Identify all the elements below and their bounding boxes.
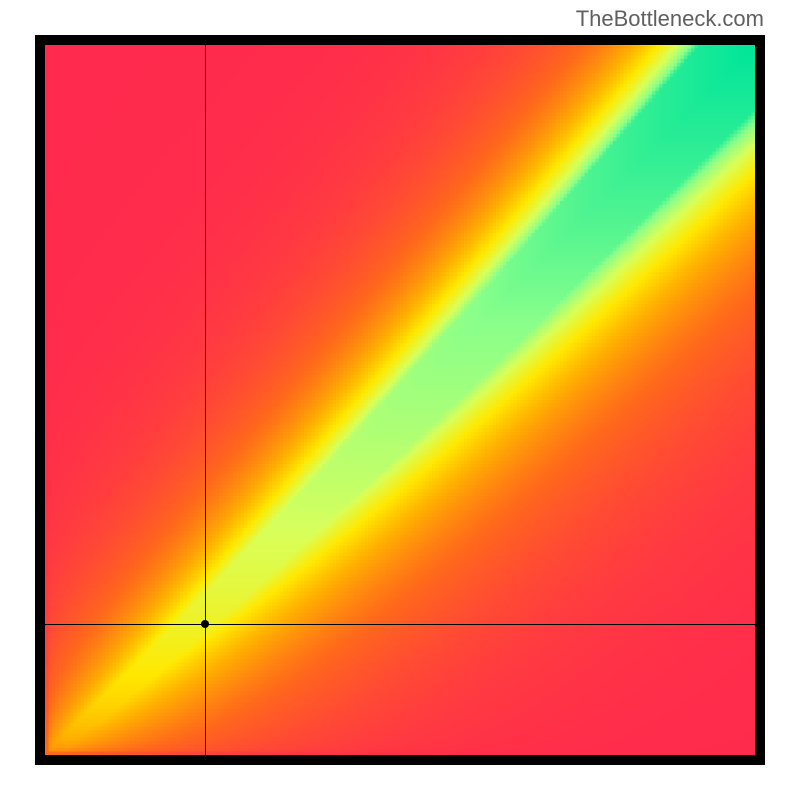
attribution-label: TheBottleneck.com [576, 6, 764, 32]
plot-area [45, 45, 755, 755]
crosshair-dot [201, 620, 209, 628]
crosshair-horizontal [45, 624, 755, 625]
plot-frame [35, 35, 765, 765]
chart-container: TheBottleneck.com [0, 0, 800, 800]
crosshair-vertical [205, 45, 206, 755]
heatmap-canvas [45, 45, 755, 755]
